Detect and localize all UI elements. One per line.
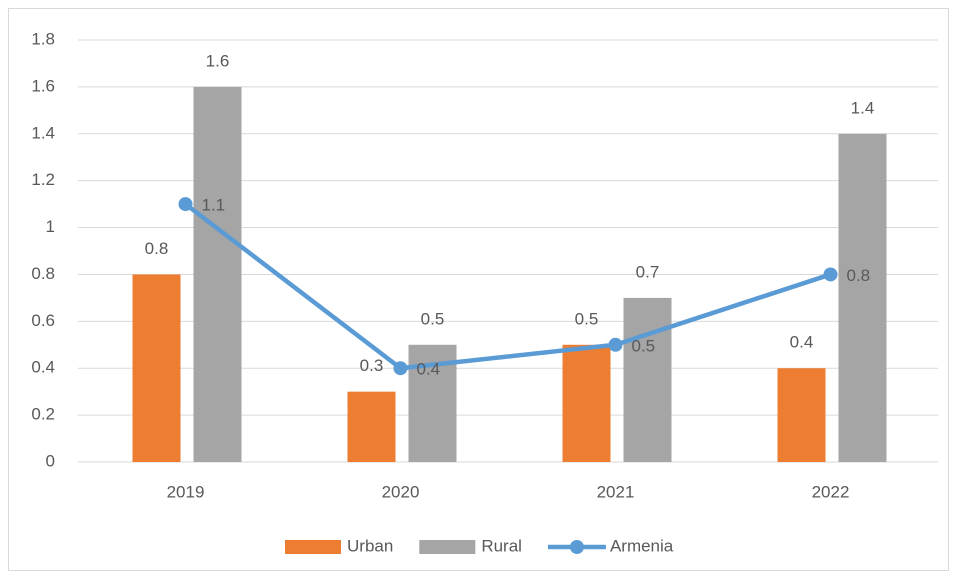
y-tick-label: 0.2 (31, 405, 55, 424)
data-label: 1.1 (202, 196, 226, 215)
data-label: 0.8 (145, 239, 169, 258)
data-label: 0.5 (632, 336, 656, 355)
data-label: 0.4 (790, 333, 814, 352)
data-label: 0.4 (417, 360, 441, 379)
data-label: 1.4 (851, 98, 875, 117)
y-tick-label: 0 (46, 451, 55, 470)
bar (193, 86, 242, 462)
y-tick-label: 0.6 (31, 311, 55, 330)
legend-marker (569, 540, 584, 554)
bar (562, 344, 611, 462)
data-label: 0.5 (575, 309, 599, 328)
x-tick-label: 2021 (597, 482, 635, 501)
y-tick-label: 1 (46, 217, 55, 236)
y-tick-label: 0.4 (31, 358, 55, 377)
legend-label: Urban (347, 536, 393, 555)
data-label: 0.8 (847, 266, 871, 285)
legend-swatch (419, 540, 476, 554)
bar (777, 368, 826, 462)
line-marker (178, 197, 193, 212)
x-tick-label: 2022 (812, 482, 850, 501)
data-label: 1.6 (206, 51, 230, 70)
y-tick-label: 0.8 (31, 264, 55, 283)
x-tick-label: 2020 (382, 482, 420, 501)
bar (347, 391, 396, 462)
line-marker (608, 337, 623, 352)
y-tick-label: 1.2 (31, 170, 55, 189)
bar (838, 133, 887, 462)
y-tick-label: 1.4 (31, 123, 55, 142)
line-marker (823, 267, 838, 282)
bar (132, 274, 181, 462)
y-tick-label: 1.8 (31, 29, 55, 48)
legend-swatch (285, 540, 341, 554)
data-label: 0.5 (421, 309, 445, 328)
x-tick-label: 2019 (167, 482, 205, 501)
data-label: 0.7 (636, 262, 660, 281)
line-marker (393, 361, 408, 376)
bar (623, 297, 672, 462)
legend-label: Rural (481, 536, 522, 555)
legend-label: Armenia (610, 536, 674, 555)
line (184, 202, 832, 371)
y-tick-label: 1.6 (31, 76, 55, 95)
data-label: 0.3 (360, 356, 384, 375)
